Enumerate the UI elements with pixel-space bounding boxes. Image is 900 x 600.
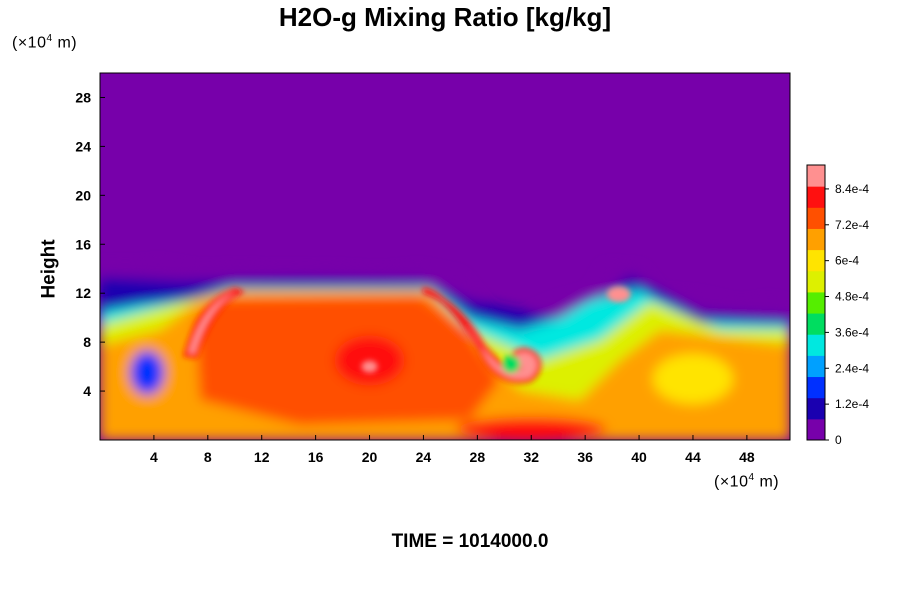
y-tick-label: 20 — [75, 187, 91, 203]
colorbar-segment — [807, 418, 825, 441]
y-axis-ticks: 4 8 12 16 20 24 28 — [75, 89, 105, 399]
x-tick-label: 48 — [739, 449, 755, 465]
warm-core-red — [334, 335, 405, 386]
colorbar-segment — [807, 165, 825, 187]
surface-moist-band — [456, 416, 607, 440]
x-tick-label: 24 — [416, 449, 432, 465]
colorbar-tick-label: 6e-4 — [835, 254, 859, 268]
colorbar-tick-label: 7.2e-4 — [835, 218, 869, 232]
moist-spot — [606, 286, 631, 303]
heatmap-field — [100, 73, 790, 440]
colorbar-segment — [807, 397, 825, 420]
colorbar-tick-label: 0 — [835, 433, 842, 447]
colorbar-tick-label: 1.2e-4 — [835, 397, 869, 411]
plot-frame — [99, 72, 791, 441]
x-tick-label: 28 — [470, 449, 486, 465]
y-tick-label: 4 — [83, 383, 91, 399]
dry-pocket — [130, 350, 165, 395]
colorbar: 0 1.2e-4 2.4e-4 3.6e-4 4.8e-4 6e-4 7.2e-4 8.4e-… — [806, 164, 869, 447]
colorbar-tick-label: 3.6e-4 — [835, 325, 869, 339]
right-eddy — [652, 353, 733, 404]
time-label: TIME = 1014000.0 — [391, 531, 549, 552]
colorbar-frame — [806, 164, 826, 441]
x-axis-unit: (×104 m) — [714, 472, 779, 491]
moist-layer — [100, 263, 790, 440]
x-tick-label: 4 — [150, 449, 158, 465]
colorbar-segment — [807, 270, 825, 293]
x-tick-label: 20 — [362, 449, 378, 465]
left-moist-column — [183, 287, 245, 359]
warm-core-peak — [361, 360, 378, 373]
colorbar-tick-label: 8.4e-4 — [835, 182, 869, 196]
colorbar-segment — [807, 376, 825, 399]
y-tick-label: 24 — [75, 138, 91, 154]
vortex-center — [502, 355, 521, 374]
x-tick-label: 40 — [631, 449, 647, 465]
colorbar-segment — [807, 334, 825, 356]
x-tick-label: 36 — [577, 449, 593, 465]
colorbar-tick-label: 2.4e-4 — [835, 361, 869, 375]
y-tick-label: 28 — [75, 89, 91, 105]
x-tick-label: 12 — [254, 449, 270, 465]
colorbar-segment — [807, 249, 825, 272]
y-tick-label: 16 — [75, 236, 91, 252]
colorbar-segment — [807, 186, 825, 208]
x-unit-prefix: (×10 — [714, 473, 749, 491]
x-axis-ticks: 4 8 12 16 20 24 28 32 36 40 44 48 — [150, 435, 755, 465]
colorbar-segment — [807, 313, 825, 335]
x-unit-suffix: m) — [754, 473, 780, 491]
y-unit-exponent: 4 — [46, 33, 53, 44]
x-tick-label: 16 — [308, 449, 324, 465]
y-tick-label: 12 — [75, 285, 91, 301]
x-tick-label: 8 — [204, 449, 212, 465]
moist-filaments — [183, 286, 631, 384]
x-tick-label: 32 — [523, 449, 539, 465]
colorbar-segment — [807, 355, 825, 378]
colorbar-segment — [807, 291, 825, 314]
chart-title: H2O-g Mixing Ratio [kg/kg] — [278, 2, 612, 32]
x-tick-label: 44 — [685, 449, 701, 465]
colorbar-tick-label: 4.8e-4 — [835, 290, 869, 304]
y-tick-label: 8 — [83, 334, 91, 350]
y-unit-suffix: m) — [52, 34, 78, 52]
y-unit-prefix: (×10 — [12, 34, 47, 52]
colorbar-segment — [807, 228, 825, 251]
right-moist-column — [423, 287, 541, 384]
y-axis-unit: (×104 m) — [12, 33, 77, 52]
x-unit-exponent: 4 — [748, 472, 755, 483]
colorbar-segment — [807, 207, 825, 229]
